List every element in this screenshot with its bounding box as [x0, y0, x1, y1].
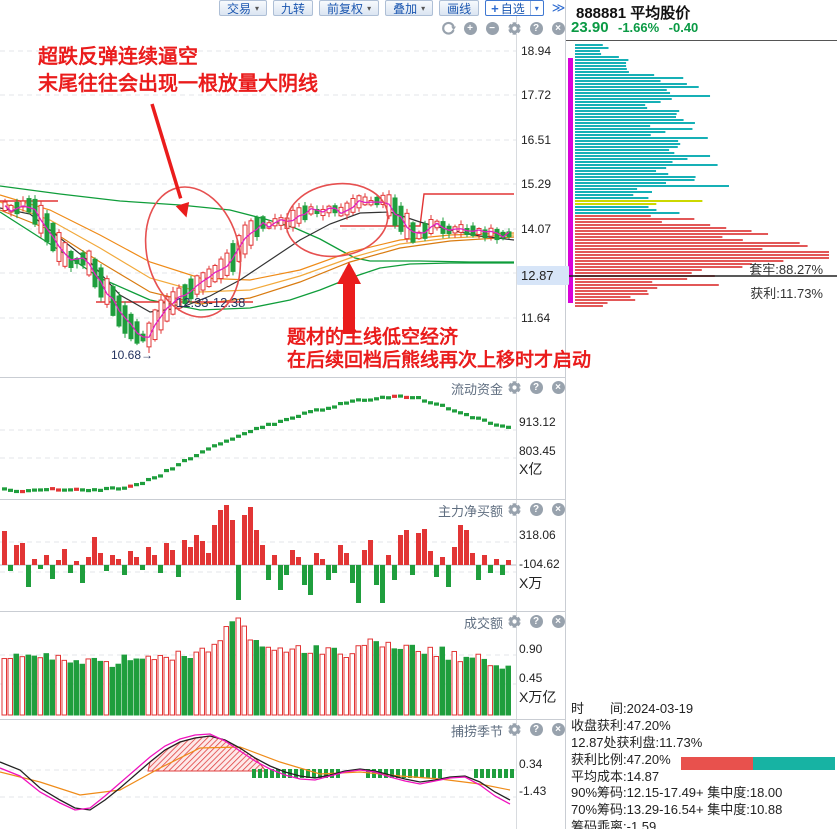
left-charts-canvas[interactable]: [0, 0, 565, 829]
panel-value: 913.12: [519, 415, 556, 429]
close-icon[interactable]: ×: [551, 21, 565, 35]
y-axis-tick: 16.51: [521, 133, 552, 147]
panel-value: 0.45: [519, 671, 543, 685]
zoom-in-icon[interactable]: +: [463, 21, 477, 35]
chip-distribution-canvas[interactable]: [566, 0, 837, 829]
toolbar-button-label: 叠加: [393, 1, 418, 16]
separator-1: [0, 377, 565, 378]
chip-info-line-6: 90%筹码:12.15-17.49+ 集中度:18.00: [571, 785, 783, 801]
axis-divider: [516, 15, 517, 829]
chip-info-line-5: 平均成本:14.87: [571, 768, 660, 784]
help-icon[interactable]: ?: [529, 380, 543, 394]
y-axis-tick: 17.72: [521, 88, 552, 102]
annotation-top-line1: 超跌反弹连续逼空: [38, 46, 198, 68]
separator-4: [0, 719, 565, 720]
indicator-label-4[interactable]: 捕捞季节: [450, 724, 503, 739]
close-icon[interactable]: ×: [551, 502, 565, 516]
profit-ratio-label: 获利:11.73%: [750, 286, 823, 301]
annotation-bottom-line2: 在后续回档后熊线再次上移时才启动: [287, 350, 592, 371]
chip-info-line-4: 获利比例:47.20%: [571, 751, 671, 767]
toolbar-button-5[interactable]: 画线: [439, 0, 480, 16]
change-percent: -1.66%: [618, 20, 660, 35]
toolbar-button-label: 前复权: [327, 1, 364, 16]
annotation-top: 超跌反弹连续逼空 末尾往往会出现一根放量大阴线: [38, 44, 318, 98]
ratio-bar-red: [681, 757, 754, 770]
settings-icon[interactable]: [507, 502, 522, 517]
annotation-bottom-line1: 题材的主线低空经济: [287, 327, 459, 348]
chevron-down-icon: ▾: [421, 3, 426, 13]
chip-info-line-2: 收盘获利:47.20%: [571, 717, 671, 733]
symbol-title: 888881 平均股价: [576, 5, 691, 22]
y-axis-tick: 12.87: [517, 266, 569, 285]
chevron-down-icon: ▾: [367, 3, 372, 13]
help-icon[interactable]: ?: [529, 614, 543, 628]
indicator-label-3[interactable]: 成交额: [463, 616, 503, 631]
toolbar-button-2[interactable]: 九转: [273, 0, 314, 16]
chip-info-line-7: 70%筹码:13.29-16.54+ 集中度:10.88: [571, 802, 783, 818]
main-toolbar: 交易 ▾ 九转 前复权 ▾ 叠加 ▾ 画线 + 自选 ▾ ≫: [219, 0, 567, 16]
button-divider: [529, 1, 531, 15]
zoom-out-icon[interactable]: −: [485, 21, 499, 35]
refresh-icon[interactable]: [441, 21, 456, 36]
favorite-label: 自选: [500, 1, 525, 16]
ratio-bar-teal: [753, 757, 835, 770]
chevron-down-icon: ▾: [255, 3, 260, 13]
chip-info-line-1: 时 间:2024-03-19: [571, 701, 694, 716]
toolbar-button-label: 画线: [447, 1, 472, 16]
toolbar-overflow-button[interactable]: ≫: [551, 0, 566, 15]
chip-info-block: 时 间:2024-03-19 收盘获利:47.20% 12.87处获利盘:11.73…: [571, 701, 837, 829]
change-value: -0.40: [668, 20, 699, 35]
chip-info-line-8: 筹码乖离:-1.59: [571, 819, 657, 829]
panel-unit: X万: [519, 575, 543, 591]
separator-2: [0, 499, 565, 500]
y-axis-tick: 11.64: [521, 311, 551, 325]
close-icon[interactable]: ×: [551, 380, 565, 394]
panel-value: 803.45: [519, 444, 556, 458]
toolbar-button-label: 交易: [227, 1, 252, 16]
panel-value: -1.43: [519, 784, 547, 798]
chip-info-line-3: 12.87处获利盘:11.73%: [571, 734, 703, 750]
header-divider: [566, 40, 837, 41]
low-price-label: 10.68→: [111, 348, 154, 362]
panel-divider: [565, 0, 566, 829]
separator-3: [0, 611, 565, 612]
y-axis-tick: 18.94: [521, 44, 552, 58]
close-icon[interactable]: ×: [551, 722, 565, 736]
chevron-down-icon[interactable]: ▾: [534, 3, 539, 13]
panel-value: 318.06: [519, 528, 556, 542]
settings-icon[interactable]: [507, 722, 522, 737]
toolbar-button-3[interactable]: 前复权 ▾: [319, 0, 380, 16]
indicator-label-2[interactable]: 主力净买额: [437, 504, 503, 519]
price-range-label: 12.33-12.38: [176, 295, 246, 310]
panel-value: -104.62: [519, 557, 560, 571]
panel-unit: X亿: [519, 461, 543, 477]
annotation-bottom: 题材的主线低空经济 在后续回档后熊线再次上移时才启动: [287, 326, 591, 372]
add-favorite-button[interactable]: + 自选 ▾: [485, 0, 544, 16]
help-icon[interactable]: ?: [529, 502, 543, 516]
panel-value: 0.90: [519, 642, 543, 656]
settings-icon[interactable]: [507, 21, 522, 36]
quote-line: 23.90 -1.66% -0.40: [571, 19, 698, 37]
y-axis-tick: 15.29: [521, 177, 552, 191]
settings-icon[interactable]: [507, 380, 522, 395]
indicator-label-1[interactable]: 流动资金: [450, 382, 503, 397]
settings-icon[interactable]: [507, 614, 522, 629]
panel-value: 0.34: [519, 757, 543, 771]
stuck-ratio-label: 套牢:88.27%: [749, 262, 823, 277]
profit-ratio-bar: [681, 757, 835, 770]
toolbar-button-4[interactable]: 叠加 ▾: [385, 0, 434, 16]
toolbar-button-1[interactable]: 交易 ▾: [219, 0, 268, 16]
y-axis-tick: 14.07: [521, 222, 552, 236]
panel-unit: X万亿: [519, 689, 557, 705]
annotation-top-line2: 末尾往往会出现一根放量大阴线: [38, 73, 318, 95]
help-icon[interactable]: ?: [529, 21, 543, 35]
toolbar-button-label: 九转: [281, 1, 306, 16]
help-icon[interactable]: ?: [529, 722, 543, 736]
close-icon[interactable]: ×: [551, 614, 565, 628]
plus-icon: +: [491, 0, 499, 16]
last-price: 23.90: [571, 19, 609, 36]
